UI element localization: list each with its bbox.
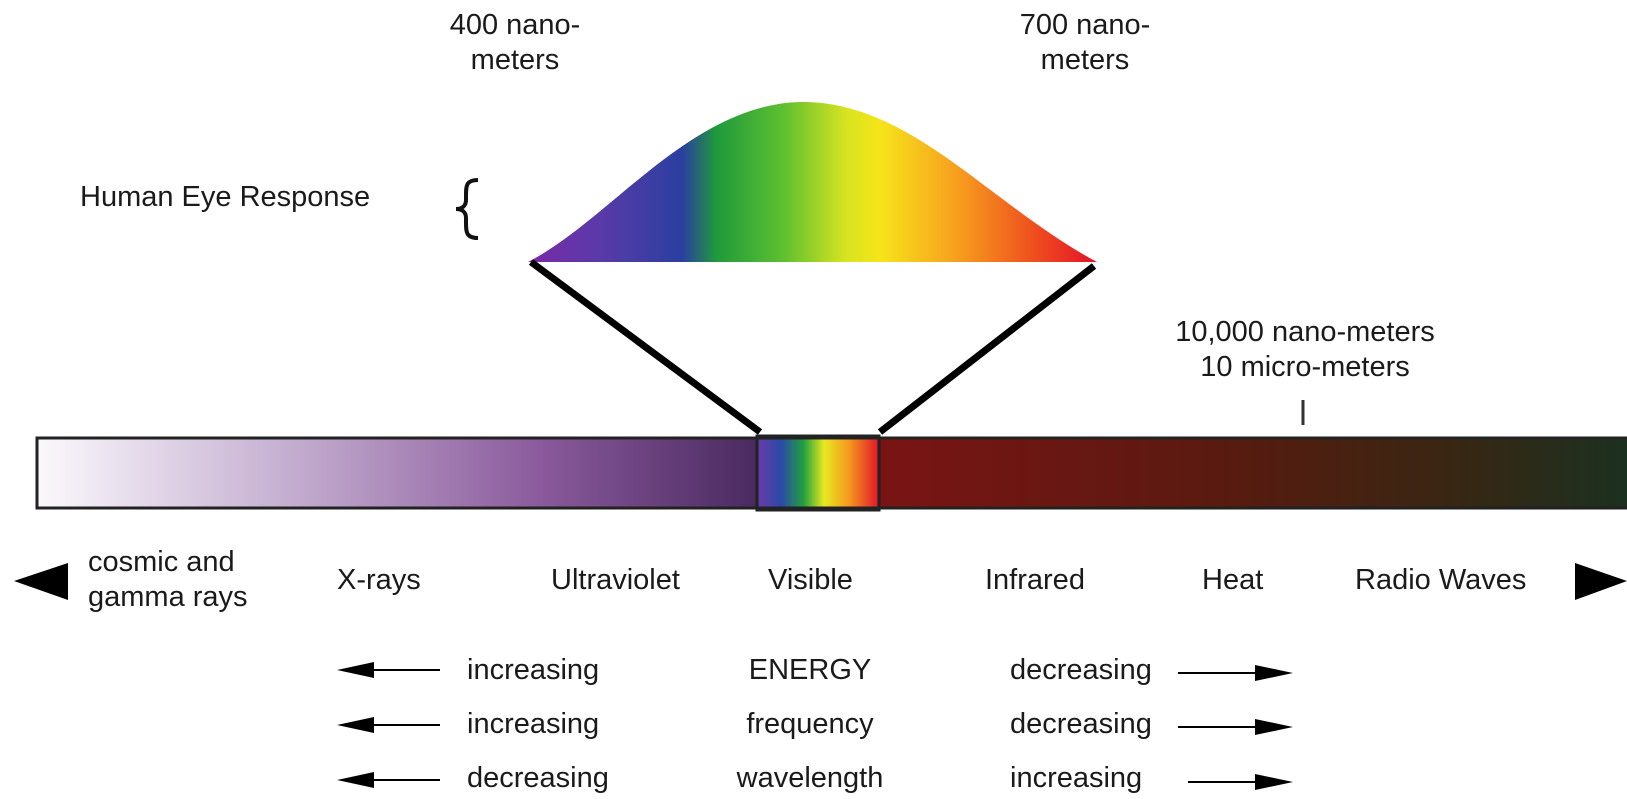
band-label-heat: Heat bbox=[1202, 564, 1264, 596]
trend-frequency-quantity: frequency bbox=[746, 708, 874, 740]
trend-wavelength-right: increasing bbox=[1010, 762, 1143, 794]
trend-energy-quantity: ENERGY bbox=[748, 654, 872, 686]
trend-arrows bbox=[337, 662, 1293, 790]
trend-arrow-right-icon bbox=[1255, 774, 1293, 790]
trend-frequency-right: decreasing bbox=[1010, 708, 1152, 740]
band-visible-segment bbox=[757, 436, 879, 510]
trend-energy-left: increasing bbox=[467, 654, 600, 686]
eye-response-label: Human Eye Response bbox=[80, 181, 371, 213]
eye-response-curve bbox=[528, 101, 1097, 262]
label-10000nm: 10,000 nano-meters 10 micro-meters bbox=[1175, 316, 1435, 383]
trend-arrow-right-icon bbox=[1255, 719, 1293, 735]
connector-line-left bbox=[528, 259, 763, 435]
trend-arrow-right-icon bbox=[1255, 665, 1293, 681]
connector-line-right bbox=[877, 263, 1097, 435]
trend-energy-right: decreasing bbox=[1010, 654, 1152, 686]
band-infrared-segment bbox=[879, 438, 1627, 508]
band-label-xrays: X-rays bbox=[337, 564, 421, 596]
spectrum-bar-outline bbox=[35, 436, 1627, 510]
trend-arrow-left-icon bbox=[337, 662, 374, 678]
arrow-right-icon bbox=[1575, 563, 1627, 600]
band-label-radio: Radio Waves bbox=[1355, 564, 1527, 596]
label-400nm: 400 nano- meters bbox=[449, 9, 581, 76]
band-label-cosmic-gamma: cosmic and gamma rays bbox=[88, 546, 248, 613]
trend-frequency-left: increasing bbox=[467, 708, 600, 740]
arrow-left-icon bbox=[14, 563, 68, 600]
brace-icon bbox=[455, 178, 479, 240]
trend-wavelength-quantity: wavelength bbox=[736, 762, 884, 794]
band-ultraviolet-segment bbox=[37, 438, 757, 508]
label-700nm: 700 nano- meters bbox=[1019, 9, 1151, 76]
visible-segment-outline bbox=[755, 434, 881, 512]
trend-arrow-left-icon bbox=[337, 772, 374, 788]
trend-arrow-left-icon bbox=[337, 717, 374, 733]
spectrum-bar bbox=[35, 434, 1627, 512]
band-label-infrared: Infrared bbox=[985, 564, 1085, 596]
trend-wavelength-left: decreasing bbox=[467, 762, 609, 794]
band-label-ultraviolet: Ultraviolet bbox=[551, 564, 680, 596]
band-label-visible: Visible bbox=[768, 564, 853, 596]
